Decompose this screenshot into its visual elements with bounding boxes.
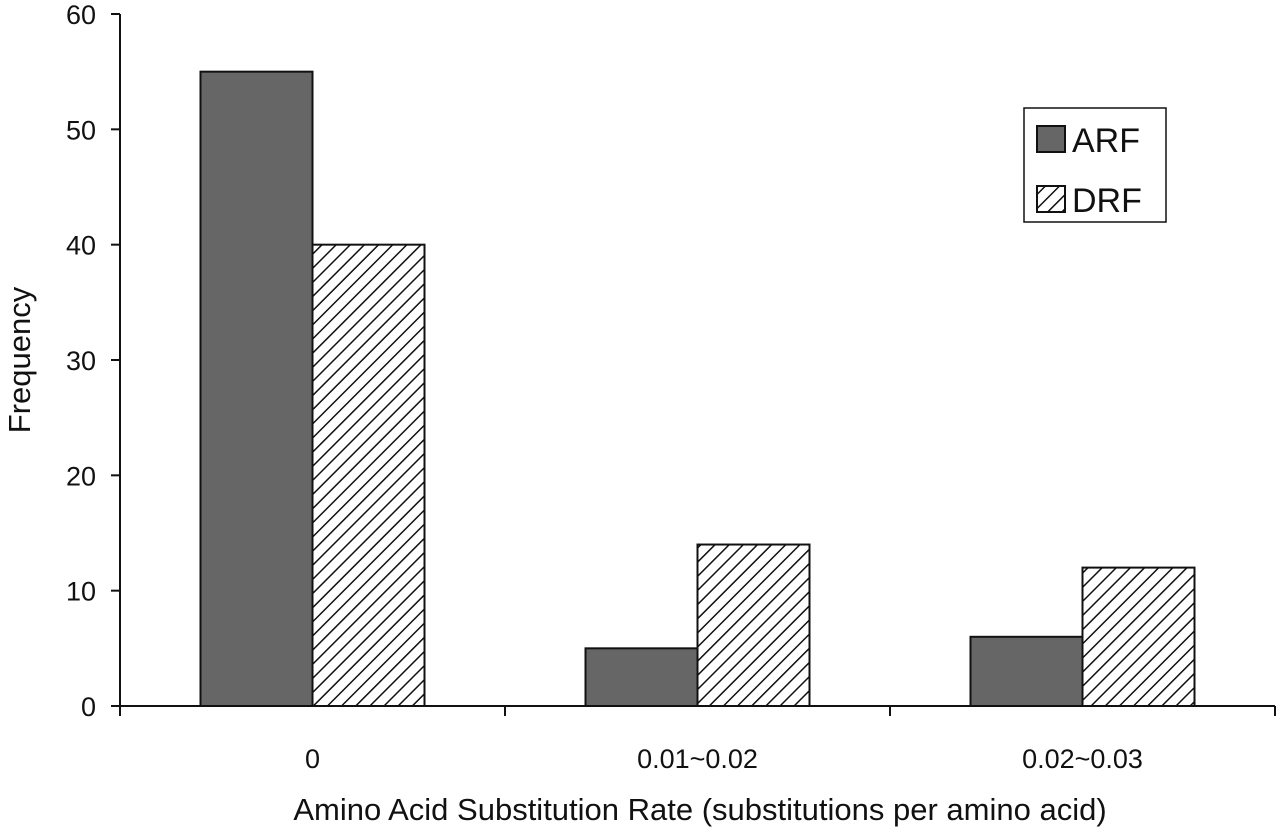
y-tick-label: 20 bbox=[66, 461, 96, 491]
bar-drf-0 bbox=[311, 243, 426, 708]
bar-arf-1 bbox=[584, 647, 699, 707]
y-tick-label: 10 bbox=[66, 577, 96, 607]
x-axis-ticks: 0 0.01~0.02 0.02~0.03 bbox=[119, 706, 1276, 774]
y-axis-title: Frequency bbox=[2, 286, 37, 433]
bar-drf-1 bbox=[696, 543, 811, 707]
x-axis-title: Amino Acid Substitution Rate (substituti… bbox=[293, 792, 1106, 827]
y-tick-label: 40 bbox=[66, 231, 96, 261]
y-axis-ticks: 0 10 20 30 40 50 60 bbox=[66, 0, 120, 722]
x-tick-label: 0 bbox=[305, 744, 320, 774]
legend: ARF DRF bbox=[1023, 107, 1167, 223]
y-tick-label: 50 bbox=[66, 115, 96, 145]
x-tick-label: 0.01~0.02 bbox=[637, 744, 758, 774]
legend-swatch-arf bbox=[1036, 125, 1066, 153]
bar-arf-0 bbox=[199, 70, 314, 707]
bar-arf-2 bbox=[969, 635, 1084, 707]
y-tick-label: 30 bbox=[66, 346, 96, 376]
bar-drf-2 bbox=[1081, 566, 1196, 707]
y-tick-label: 60 bbox=[66, 0, 96, 30]
legend-label-arf: ARF bbox=[1072, 122, 1140, 160]
legend-label-drf: DRF bbox=[1072, 182, 1142, 220]
legend-swatch-drf bbox=[1036, 185, 1066, 213]
x-tick-label: 0.02~0.03 bbox=[1022, 744, 1143, 774]
bars-layer bbox=[199, 70, 1196, 708]
y-tick-label: 0 bbox=[81, 692, 96, 722]
